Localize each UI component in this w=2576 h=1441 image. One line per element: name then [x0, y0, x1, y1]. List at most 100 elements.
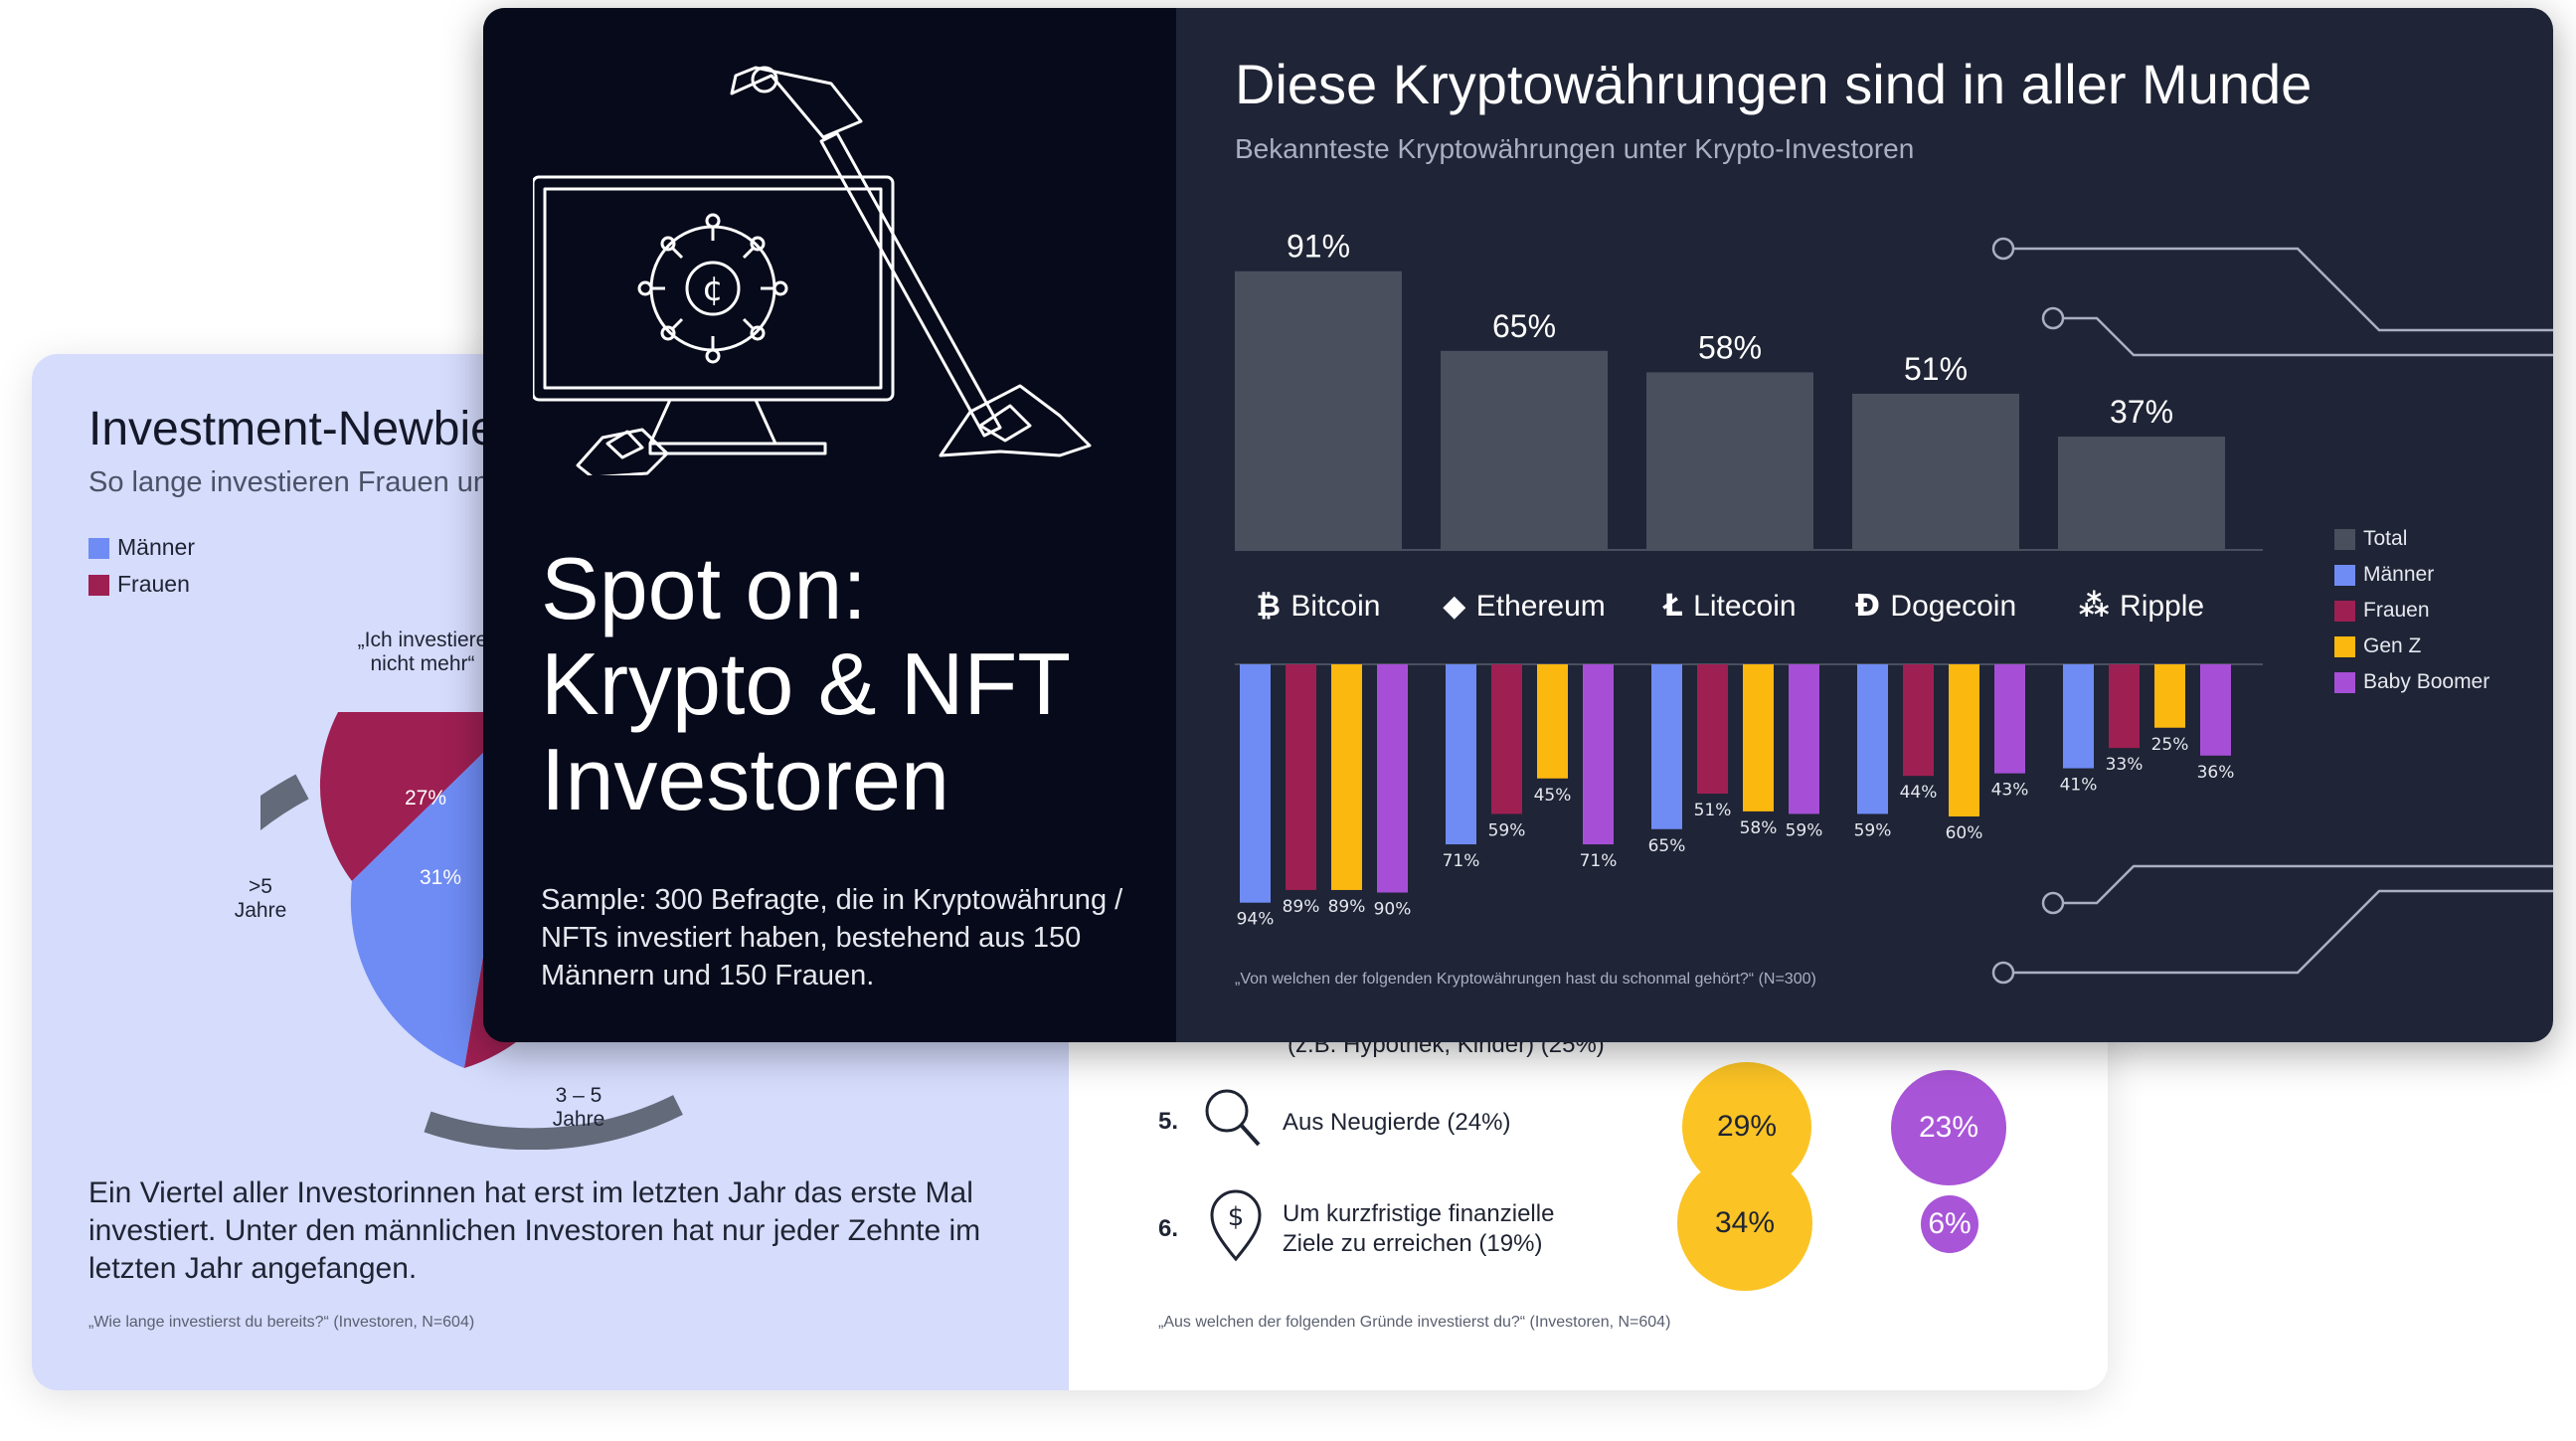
- bar-ethereum-3: [1583, 664, 1614, 845]
- legend-swatch: [2334, 671, 2355, 693]
- bitcoin-icon: ₿: [1256, 589, 1291, 624]
- chart-legend: Total Männer Frauen Gen Z Baby Boomer: [2334, 527, 2490, 706]
- bar-label-ripple-0: 41%: [2060, 776, 2098, 796]
- bar-ripple-1: [2109, 664, 2140, 749]
- reasons-panel: (z.B. Hypothek, Kinder) (25%) 5. Aus Neu…: [1069, 354, 2108, 1390]
- segment-label-27: 27%: [405, 787, 447, 810]
- mining-illustration: ¢: [533, 66, 1092, 475]
- magnifier-icon: [1205, 1089, 1261, 1147]
- legend-item-total: Total: [2334, 527, 2490, 563]
- bar-ethereum-0: [1446, 664, 1476, 845]
- bar-ripple-3: [2200, 664, 2231, 756]
- axis-label-35y-a: 3 – 5: [555, 1084, 602, 1107]
- bar-bitcoin-1: [1286, 664, 1316, 890]
- circuit-decoration: [1991, 237, 2553, 985]
- total-bar-ethereum: [1441, 350, 1608, 550]
- category-label-dogecoin: Đ Dogecoin: [1852, 589, 2019, 624]
- bubble-purple: 6%: [1921, 1195, 1978, 1253]
- svg-text:$: $: [1228, 1202, 1245, 1232]
- quote-label: „Ich investiere nicht mehr“: [357, 629, 488, 675]
- total-label-ripple: 37%: [2110, 394, 2173, 430]
- bar-label-litecoin-1: 51%: [1694, 801, 1732, 820]
- bar-label-ripple-3: 36%: [2197, 763, 2235, 783]
- axis-label-35y-b: Jahre: [552, 1108, 605, 1131]
- legend-label: Gen Z: [2363, 634, 2422, 657]
- legend-label: Männer: [117, 534, 195, 560]
- intro-sample: Sample: 300 Befragte, die in Kryptowähru…: [541, 884, 1123, 991]
- cent-icon: ¢: [702, 270, 724, 309]
- axis-label-5y-a: >5: [249, 875, 272, 898]
- chart-title: Diese Kryptowährungen sind in aller Mund…: [1235, 53, 2313, 115]
- bar-label-bitcoin-2: 89%: [1328, 897, 1366, 917]
- chart-footnote: „Von welchen der folgenden Kryptowährung…: [1235, 971, 1816, 988]
- legend-swatch: [2334, 635, 2355, 657]
- bar-label-litecoin-3: 59%: [1786, 820, 1823, 840]
- bar-label-dogecoin-0: 59%: [1854, 820, 1892, 840]
- intro-panel: ¢ Spot on: Krypto & NFT Investoren Sampl…: [483, 8, 1176, 1042]
- bubble-yellow: 34%: [1677, 1156, 1812, 1291]
- axis-label-5y-b: Jahre: [234, 899, 287, 922]
- ethereum-icon: ◆: [1443, 589, 1476, 624]
- dogecoin-icon: Đ: [1854, 589, 1891, 624]
- legend-swatch: [2334, 528, 2355, 550]
- segment-frauen-5y: [319, 712, 525, 881]
- total-label-litecoin: 58%: [1698, 329, 1762, 365]
- bar-litecoin-0: [1651, 664, 1682, 829]
- bubble-purple: 23%: [1891, 1070, 2006, 1185]
- bar-label-ethereum-0: 71%: [1443, 851, 1480, 871]
- legend-item-maenner: Männer: [88, 534, 195, 561]
- bar-label-dogecoin-1: 44%: [1900, 783, 1938, 803]
- ripple-icon: ⁂: [2078, 589, 2121, 624]
- bar-dogecoin-3: [1994, 664, 2025, 774]
- bar-bitcoin-3: [1377, 664, 1408, 893]
- legend-swatch-maenner: [88, 538, 109, 560]
- bar-label-litecoin-2: 58%: [1740, 818, 1778, 838]
- bar-label-ethereum-3: 71%: [1580, 851, 1618, 871]
- intro-title-line1: Spot on:: [541, 539, 867, 637]
- bar-dogecoin-1: [1903, 664, 1934, 777]
- bar-label-ripple-1: 33%: [2106, 755, 2144, 775]
- legend-label: Männer: [2363, 563, 2435, 586]
- total-label-ethereum: 65%: [1492, 308, 1556, 344]
- legend-item-frauen: Frauen: [88, 571, 190, 598]
- legend-label: Baby Boomer: [2363, 670, 2490, 693]
- reason-text-line2: Ziele zu erreichen (19%): [1283, 1230, 1543, 1257]
- bar-litecoin-3: [1789, 664, 1819, 814]
- total-bar-ripple: [2058, 437, 2225, 550]
- segment-maenner-5y: [350, 712, 525, 1068]
- category-text: Litecoin: [1693, 590, 1797, 623]
- arc-band-bottom: [424, 1095, 683, 1150]
- bar-label-bitcoin-1: 89%: [1283, 897, 1320, 917]
- bar-litecoin-1: [1697, 664, 1728, 795]
- litecoin-icon: Ł: [1663, 589, 1694, 624]
- bar-ethereum-1: [1491, 664, 1522, 814]
- chart-subtitle: Bekannteste Kryptowährungen unter Krypto…: [1235, 133, 1915, 164]
- total-bar-litecoin: [1646, 372, 1813, 550]
- bar-label-litecoin-0: 65%: [1648, 836, 1686, 856]
- legend-swatch: [2334, 600, 2355, 622]
- legend-label: Frauen: [117, 571, 190, 597]
- bar-dogecoin-2: [1949, 664, 1979, 816]
- bar-label-ethereum-1: 59%: [1488, 820, 1526, 840]
- legend-swatch: [2334, 564, 2355, 586]
- bar-label-ripple-2: 25%: [2151, 735, 2189, 755]
- legend-item-frauen: Frauen: [2334, 599, 2490, 634]
- legend-label: Frauen: [2363, 599, 2430, 622]
- category-label-bitcoin: ₿ Bitcoin: [1235, 589, 1402, 624]
- bar-label-bitcoin-3: 90%: [1374, 900, 1412, 920]
- bar-bitcoin-0: [1240, 664, 1271, 903]
- legend-item-genz: Gen Z: [2334, 634, 2490, 670]
- category-label-litecoin: Ł Litecoin: [1646, 589, 1813, 624]
- category-text: Dogecoin: [1890, 590, 2017, 623]
- legend-item-maenner: Männer: [2334, 563, 2490, 599]
- category-text: Ripple: [2120, 590, 2205, 623]
- category-label-ethereum: ◆ Ethereum: [1441, 589, 1608, 624]
- total-bar-dogecoin: [1852, 393, 2019, 550]
- newbies-title: Investment-Newbies: [88, 403, 521, 455]
- bar-label-dogecoin-3: 43%: [1991, 781, 2029, 801]
- bar-ethereum-2: [1537, 664, 1568, 779]
- total-label-bitcoin: 91%: [1287, 229, 1350, 265]
- category-label-ripple: ⁂ Ripple: [2058, 589, 2225, 624]
- bar-ripple-0: [2063, 664, 2094, 769]
- intro-title-line2: Krypto & NFT: [541, 634, 1071, 733]
